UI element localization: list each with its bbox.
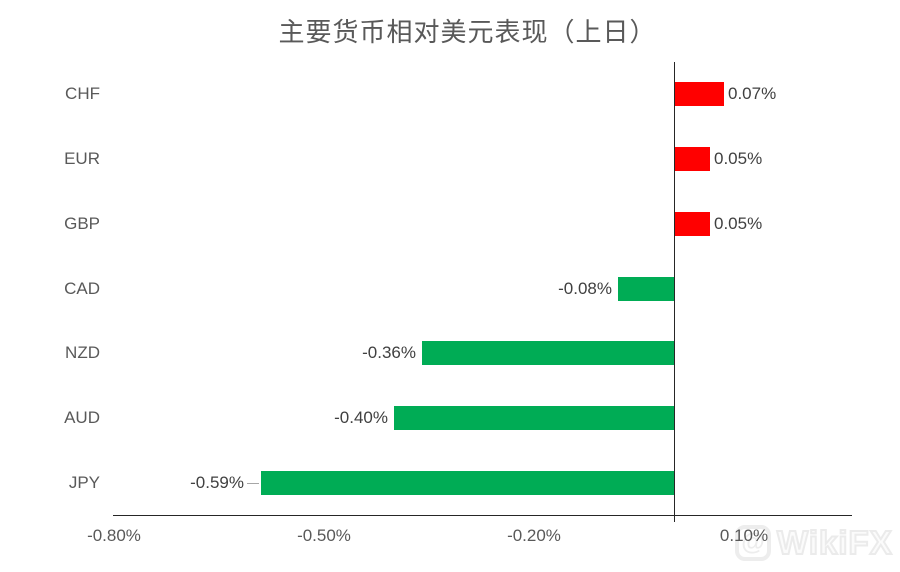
value-label-chf: 0.07% (728, 84, 777, 104)
value-label-leader-line-jpy (247, 483, 259, 484)
value-label-gbp: 0.05% (714, 213, 763, 233)
bar-jpy (261, 470, 674, 495)
category-label-gbp: GBP (64, 213, 100, 233)
x-tick-0: -0.80% (87, 526, 141, 545)
value-label-aud: -0.40% (334, 407, 388, 427)
bar-nzd (422, 341, 674, 366)
value-label-nzd: -0.36% (362, 343, 416, 363)
wikifx-watermark: @ WikiFX (735, 519, 900, 567)
bar-chf (675, 82, 724, 107)
category-label-eur: EUR (64, 149, 100, 169)
category-label-cad: CAD (64, 278, 100, 298)
category-label-aud: AUD (64, 407, 100, 427)
x-axis-line (113, 515, 852, 516)
category-label-chf: CHF (65, 84, 100, 104)
value-label-eur: 0.05% (714, 149, 763, 169)
x-tick-1: -0.50% (297, 526, 351, 545)
chart-title: 主要货币相对美元表现（上日） (278, 17, 657, 47)
y-axis-zero-line (674, 62, 675, 522)
bar-aud (394, 405, 674, 430)
x-tick-2: -0.20% (507, 526, 561, 545)
bar-gbp (675, 211, 710, 236)
value-label-jpy: -0.59% (190, 472, 244, 492)
x-tick-3: 0.10% (719, 526, 769, 545)
value-label-cad: -0.08% (558, 278, 612, 298)
bar-cad (618, 276, 674, 301)
wikifx-logo-icon: @ (735, 525, 771, 561)
wikifx-watermark-text: WikiFX (776, 523, 893, 562)
category-label-jpy: JPY (68, 472, 100, 492)
bar-eur (675, 147, 710, 172)
category-label-nzd: NZD (65, 343, 100, 363)
